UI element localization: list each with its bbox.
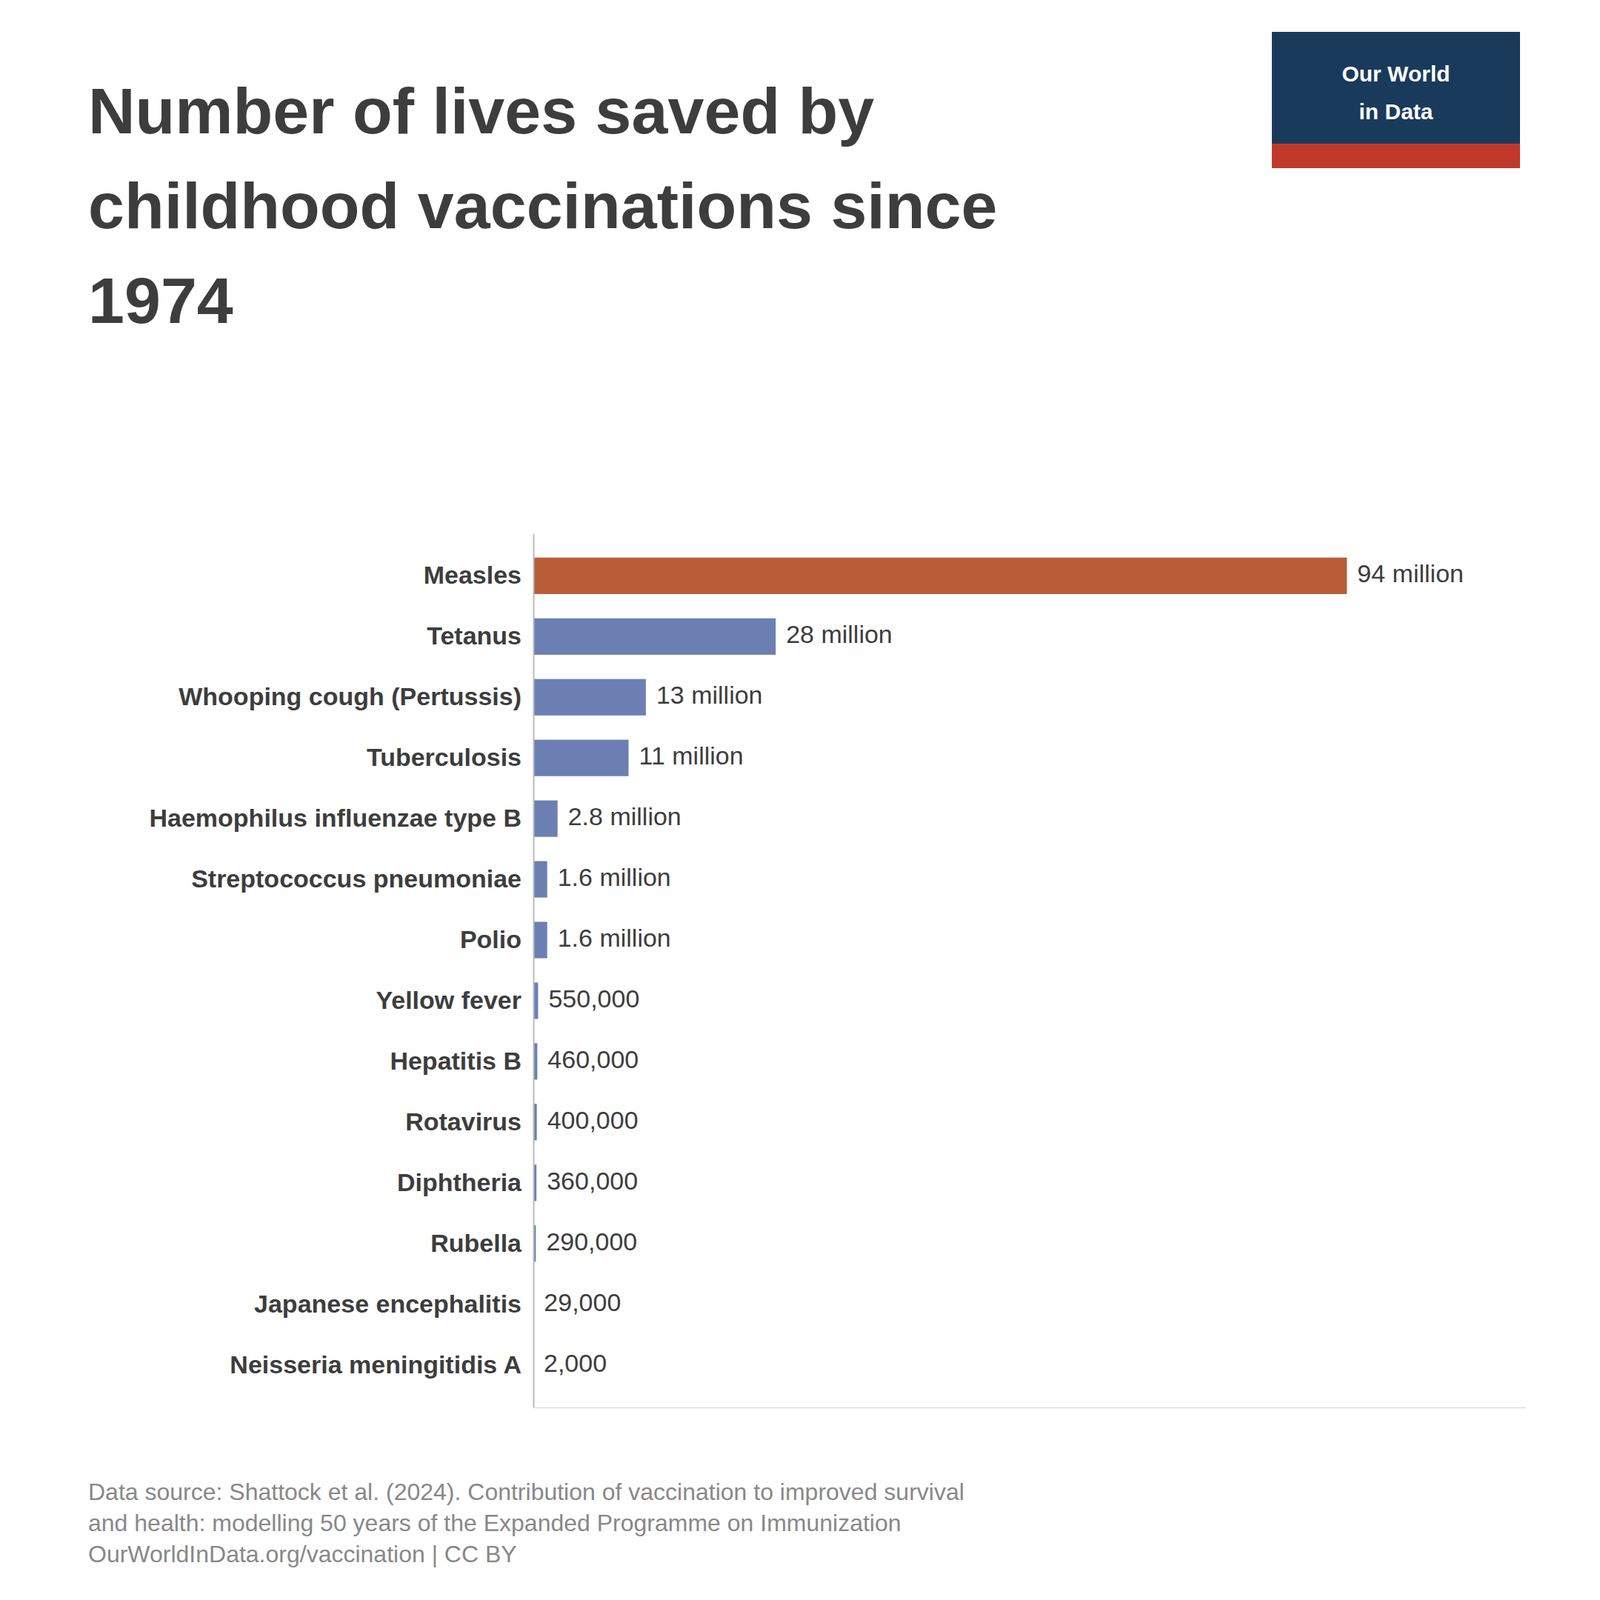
background [0,0,1600,1600]
data-label: 94 million [1357,559,1464,588]
data-label: 460,000 [547,1045,639,1074]
y-tick: Haemophilus influenzae type B [148,803,522,832]
data-labels: 94 million 28 million 13 million 11 million… [543,559,1464,1377]
y-tick-label: Whooping cough (Pertussis) [178,682,522,711]
bar [533,861,548,898]
y-tick-label: Rotavirus [405,1107,522,1136]
y-tick-label: Haemophilus influenzae type B [148,803,522,832]
y-axis-line [533,534,535,1409]
data-label: 1.6 million [557,923,672,952]
y-tick: Polio [460,925,522,954]
logo-text: in Data [1358,99,1433,124]
logo: Our World in Data [1271,31,1520,169]
data-label: 360,000 [546,1166,638,1195]
y-tick-label: Neisseria meningitidis A [229,1350,522,1379]
bars [533,557,1347,1383]
bar [533,740,629,777]
title: Number of lives saved bychildhood vaccin… [88,74,998,338]
data-label: 400,000 [547,1105,639,1135]
y-tick: Diphtheria [397,1168,523,1197]
y-tick: Tuberculosis [366,742,522,772]
y-tick-label: Measles [423,560,522,589]
logo-strip [1271,143,1520,169]
y-tick: Rubella [430,1228,523,1258]
y-tick-label: Streptococcus pneumoniae [191,864,522,893]
chart: Number of lives saved bychildhood vaccin… [0,0,1600,1600]
y-axis: Measles Tetanus Whooping cough (Pertussis)… [148,534,534,1409]
bar [533,618,776,655]
bar [533,557,1347,595]
x-axis [534,1407,1527,1409]
bar [533,921,548,958]
y-tick-label: Yellow fever [375,985,522,1015]
y-tick: Neisseria meningitidis A [229,1350,522,1379]
data-label: 550,000 [548,984,640,1013]
y-tick: Yellow fever [375,985,522,1015]
y-tick: Tetanus [426,621,522,650]
y-tick-label: Diphtheria [397,1168,523,1197]
y-tick-label: Polio [460,925,522,954]
y-tick-label: Tuberculosis [366,742,522,772]
y-tick-label: Hepatitis B [389,1046,522,1075]
y-tick: Hepatitis B [389,1046,522,1075]
y-tick: Streptococcus pneumoniae [191,864,522,893]
y-tick: Measles [423,560,522,589]
y-tick: Rotavirus [405,1107,522,1136]
logo-text: Our World [1341,61,1450,86]
plot: 94 million 28 million 13 million 11 million… [148,534,1526,1409]
data-label: 28 million [785,620,893,649]
y-tick-label: Tetanus [426,621,522,650]
data-label: 1.6 million [557,862,672,892]
y-tick: Japanese encephalitis [254,1289,522,1318]
y-tick-label: Rubella [430,1228,523,1258]
bar [533,679,646,716]
data-label: 13 million [656,680,763,709]
x-axis-line [534,1407,1527,1409]
data-label: 2.8 million [568,802,682,831]
data-label: 290,000 [545,1227,638,1256]
logo-box [1271,31,1520,169]
bar [533,800,558,838]
y-tick: Whooping cough (Pertussis) [178,682,522,711]
data-label: 2,000 [543,1348,607,1378]
y-tick-label: Japanese encephalitis [254,1289,522,1318]
data-label: 11 million [639,741,744,770]
data-label: 29,000 [543,1288,621,1317]
source: Data source: Shattock et al. (2024). Con… [88,1478,965,1568]
